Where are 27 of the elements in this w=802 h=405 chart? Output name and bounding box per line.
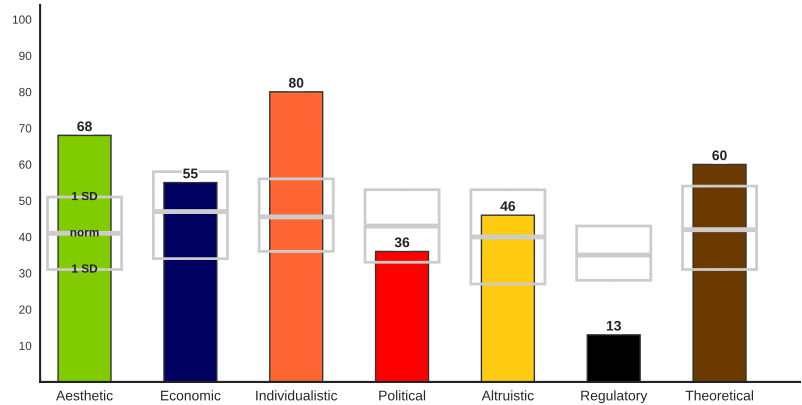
- y-tick-label: 30: [19, 269, 32, 278]
- x-tick-label: Theoretical: [686, 390, 753, 400]
- y-tick-label: 70: [19, 124, 32, 133]
- y-tick-label: 40: [18, 232, 32, 242]
- x-tick-label: Individualistic: [256, 390, 338, 400]
- data-label: 68: [77, 121, 92, 132]
- y-tick-label: 90: [19, 52, 32, 60]
- bar: [586, 334, 641, 382]
- data-label: 55: [183, 168, 198, 178]
- y-tick-label: 50: [19, 196, 32, 206]
- data-label: 60: [712, 150, 727, 160]
- y-tick-label: 60: [19, 160, 32, 169]
- x-tick-label: Regulatory: [581, 390, 648, 404]
- x-tick-label: Political: [379, 390, 426, 400]
- data-label: 36: [394, 237, 410, 248]
- y-tick-label: 10: [20, 342, 32, 350]
- x-tick-label: Altruistic: [482, 390, 534, 400]
- data-label: 13: [606, 320, 621, 331]
- y-tick-label: 100: [12, 15, 32, 24]
- data-label: 80: [288, 78, 304, 88]
- annotation: norm: [70, 230, 99, 236]
- y-tick-label: 20: [19, 305, 32, 314]
- y-tick-label: 80: [19, 88, 32, 96]
- x-tick-label: Aesthetic: [56, 390, 113, 400]
- data-label: 46: [500, 201, 516, 212]
- bar: [374, 250, 430, 382]
- x-tick-label: Economic: [161, 390, 221, 400]
